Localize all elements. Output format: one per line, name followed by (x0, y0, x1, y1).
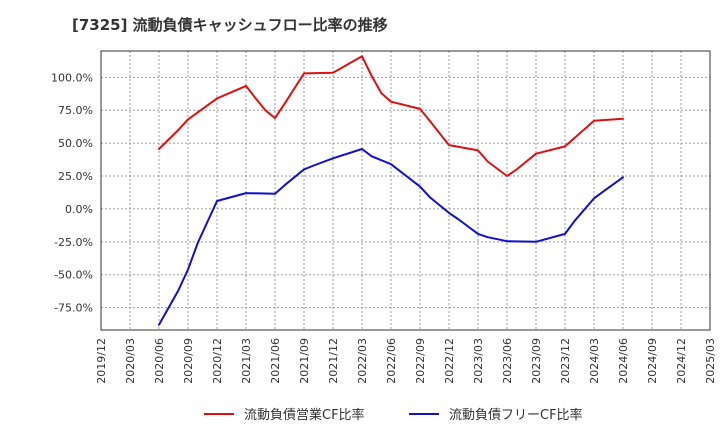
y-tick-label: 75.0% (58, 104, 93, 117)
x-tick-label: 2019/12 (95, 338, 108, 384)
x-tick-label: 2022/09 (414, 338, 427, 384)
y-tick-label: -50.0% (54, 269, 93, 282)
x-tick-label: 2021/03 (240, 338, 253, 384)
y-tick-label: 100.0% (51, 71, 93, 84)
y-tick-label: -75.0% (54, 302, 93, 315)
x-tick-label: 2022/06 (385, 338, 398, 384)
chart-title: [7325] 流動負債キャッシュフロー比率の推移 (72, 16, 388, 34)
x-tick-label: 2023/03 (472, 338, 485, 384)
x-tick-label: 2023/09 (530, 338, 543, 384)
y-tick-label: 50.0% (58, 137, 93, 150)
series-line-free-cf (158, 148, 624, 326)
legend-label-operating-cf: 流動負債営業CF比率 (244, 407, 365, 423)
plot-frame (100, 50, 711, 331)
x-tick-label: 2021/12 (327, 338, 340, 384)
x-tick-label: 2023/06 (501, 338, 514, 384)
x-tick-label: 2021/06 (269, 338, 282, 384)
legend-label-free-cf: 流動負債フリーCF比率 (449, 407, 583, 423)
x-tick-label: 2024/09 (646, 338, 659, 384)
y-tick-label: -25.0% (54, 236, 93, 249)
y-tick-label: 0.0% (65, 203, 93, 216)
x-tick-label: 2020/12 (211, 338, 224, 384)
legend: 流動負債営業CF比率 流動負債フリーCF比率 (204, 407, 583, 423)
x-tick-label: 2024/03 (588, 338, 601, 384)
x-tick-label: 2024/06 (617, 338, 630, 384)
series-line-operating-cf (158, 55, 624, 177)
x-tick-label: 2022/12 (443, 338, 456, 384)
y-tick-label: 25.0% (58, 170, 93, 183)
x-tick-label: 2024/12 (675, 338, 688, 384)
x-tick-label: 2021/09 (298, 338, 311, 384)
x-tick-label: 2025/03 (704, 338, 717, 384)
axes: 100.0% 75.0% 50.0% 25.0% 0.0% -25.0% -50.0% -75… (51, 50, 717, 384)
x-tick-label: 2022/03 (356, 338, 369, 384)
series-layer (158, 55, 624, 326)
x-tick-label: 2020/09 (182, 338, 195, 384)
x-tick-label: 2023/12 (559, 338, 572, 384)
x-tick-label: 2020/06 (153, 338, 166, 384)
x-tick-label: 2020/03 (124, 338, 137, 384)
